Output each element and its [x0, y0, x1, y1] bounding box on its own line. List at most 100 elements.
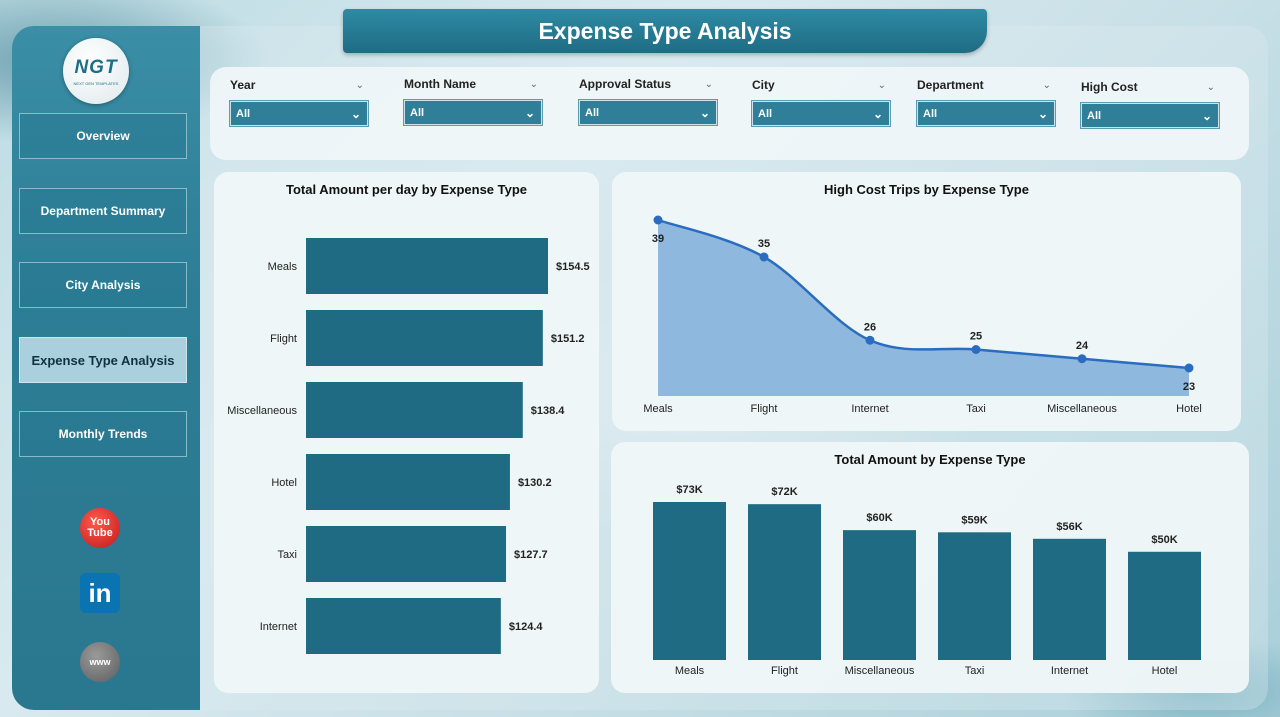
data-label: $50K — [1151, 534, 1177, 546]
logo-subtitle: NEXT GEN TEMPLATES — [73, 80, 119, 86]
category-label: Hotel — [1176, 403, 1202, 415]
category-label: Flight — [771, 665, 798, 677]
nav-overview-button[interactable]: Overview — [19, 113, 187, 159]
chevron-down-icon: ⌄ — [1037, 106, 1048, 121]
bar-flight[interactable] — [748, 504, 821, 660]
youtube-label: You Tube — [87, 516, 113, 539]
nav-expense-type-analysis-button[interactable]: Expense Type Analysis — [19, 337, 187, 383]
filter-department-value: All — [923, 107, 938, 120]
high-cost-trips-chart: 39 Meals 35 Flight 26 Internet 25 Taxi 24 Miscell… — [643, 215, 1202, 415]
data-label: 26 — [864, 321, 876, 333]
category-label: Taxi — [965, 665, 985, 677]
filter-city-value: All — [758, 107, 773, 120]
category-label: Taxi — [966, 403, 986, 415]
total-amount-per-day-card: Total Amount per day by Expense Type Mea… — [214, 172, 599, 693]
data-label: 39 — [652, 233, 664, 245]
category-label: Internet — [851, 403, 888, 415]
page-title: Expense Type Analysis — [343, 9, 987, 53]
ngt-logo: NGT NEXT GEN TEMPLATES — [63, 38, 129, 104]
chevron-down-icon[interactable]: ⌄ — [877, 79, 886, 91]
bar-hotel[interactable] — [306, 454, 510, 510]
chevron-down-icon: ⌄ — [350, 106, 361, 121]
data-label: $127.7 — [514, 549, 548, 561]
point-meals[interactable] — [653, 215, 663, 225]
website-label: www — [89, 657, 111, 667]
series-line — [657, 218, 1190, 370]
chevron-down-icon[interactable]: ⌄ — [529, 78, 538, 90]
website-globe-icon[interactable]: www — [80, 642, 120, 682]
point-flight[interactable] — [759, 252, 769, 262]
bar-meals[interactable] — [653, 502, 726, 660]
nav-department-summary-button[interactable]: Department Summary — [19, 188, 187, 234]
bar-miscellaneous[interactable] — [306, 382, 523, 438]
data-label: $60K — [866, 512, 892, 524]
category-label: Taxi — [277, 549, 297, 561]
point-hotel[interactable] — [1184, 363, 1194, 373]
category-label: Hotel — [1152, 665, 1178, 677]
total-amount-per-day-chart: Meals $154.5 Flight $151.2 Miscellaneous $138… — [227, 238, 590, 654]
point-miscellaneous[interactable] — [1077, 354, 1087, 364]
data-label: 24 — [1076, 340, 1089, 352]
category-label: Miscellaneous — [1047, 403, 1117, 415]
data-label: $73K — [676, 484, 702, 496]
filter-high-cost-value: All — [1087, 109, 1102, 122]
filter-panel — [210, 67, 1249, 160]
data-label: $151.2 — [551, 333, 585, 345]
chevron-down-icon[interactable]: ⌄ — [704, 78, 713, 90]
filter-high-cost-select[interactable]: All ⌄ — [1081, 103, 1219, 128]
linkedin-label: in — [88, 577, 112, 608]
category-label: Internet — [1051, 665, 1088, 677]
filter-city: City ⌄ All ⌄ — [752, 77, 890, 126]
nav-monthly-trends-button[interactable]: Monthly Trends — [19, 411, 187, 457]
category-label: Meals — [268, 261, 298, 273]
linkedin-icon[interactable]: in — [80, 573, 120, 613]
category-label: Flight — [270, 333, 297, 345]
filter-department-select[interactable]: All ⌄ — [917, 101, 1055, 126]
chevron-down-icon: ⌄ — [699, 105, 710, 120]
filter-high-cost: High Cost ⌄ All ⌄ — [1081, 79, 1219, 128]
filter-city-label: City — [752, 78, 775, 92]
data-label: $154.5 — [556, 261, 590, 273]
chevron-down-icon[interactable]: ⌄ — [1042, 79, 1051, 91]
bar-taxi[interactable] — [306, 526, 507, 582]
filter-month-name-select[interactable]: All ⌄ — [404, 100, 542, 125]
data-label: $138.4 — [531, 405, 566, 417]
filter-approval-status-select[interactable]: All ⌄ — [579, 100, 717, 125]
area-fill — [658, 220, 1189, 396]
point-taxi[interactable] — [971, 345, 981, 354]
bar-internet[interactable] — [306, 598, 501, 654]
logo-text: NGT — [74, 56, 118, 78]
chart-title: Total Amount per day by Expense Type — [285, 182, 528, 197]
bar-miscellaneous[interactable] — [843, 530, 916, 660]
category-label: Flight — [751, 403, 778, 415]
bar-taxi[interactable] — [938, 532, 1011, 660]
category-label: Miscellaneous — [845, 665, 915, 677]
bar-internet[interactable] — [1033, 538, 1106, 660]
point-internet[interactable] — [865, 335, 875, 345]
category-label: Hotel — [271, 477, 297, 489]
chevron-down-icon[interactable]: ⌄ — [1206, 81, 1215, 93]
filter-month-name-label: Month Name — [404, 77, 476, 91]
total-amount-by-expense-type-chart: $73K Meals $72K Flight $60K Miscellaneous $59K… — [653, 484, 1201, 677]
bar-hotel[interactable] — [1128, 551, 1201, 660]
filter-approval-status-value: All — [585, 106, 600, 119]
filter-month-name: Month Name ⌄ All ⌄ — [404, 76, 542, 125]
filter-approval-status: Approval Status ⌄ All ⌄ — [579, 76, 717, 125]
bar-meals[interactable] — [306, 238, 548, 294]
youtube-icon[interactable]: You Tube — [80, 508, 120, 548]
category-label: Meals — [675, 665, 705, 677]
filter-approval-status-label: Approval Status — [579, 77, 672, 91]
chevron-down-icon: ⌄ — [1201, 108, 1212, 123]
filter-city-select[interactable]: All ⌄ — [752, 101, 890, 126]
chart-title: Total Amount by Expense Type — [834, 452, 1026, 467]
category-label: Meals — [643, 403, 673, 415]
filter-year-select[interactable]: All ⌄ — [230, 101, 368, 126]
filter-year-value: All — [236, 107, 251, 120]
high-cost-trips-card: High Cost Trips by Expense Type 39 Meals 3… — [612, 172, 1241, 431]
bar-flight[interactable] — [306, 310, 543, 366]
category-label: Internet — [260, 621, 297, 633]
nav-city-analysis-button[interactable]: City Analysis — [19, 262, 187, 308]
chevron-down-icon[interactable]: ⌄ — [355, 79, 364, 91]
filter-year-label: Year — [230, 78, 256, 92]
category-label: Miscellaneous — [227, 405, 297, 417]
